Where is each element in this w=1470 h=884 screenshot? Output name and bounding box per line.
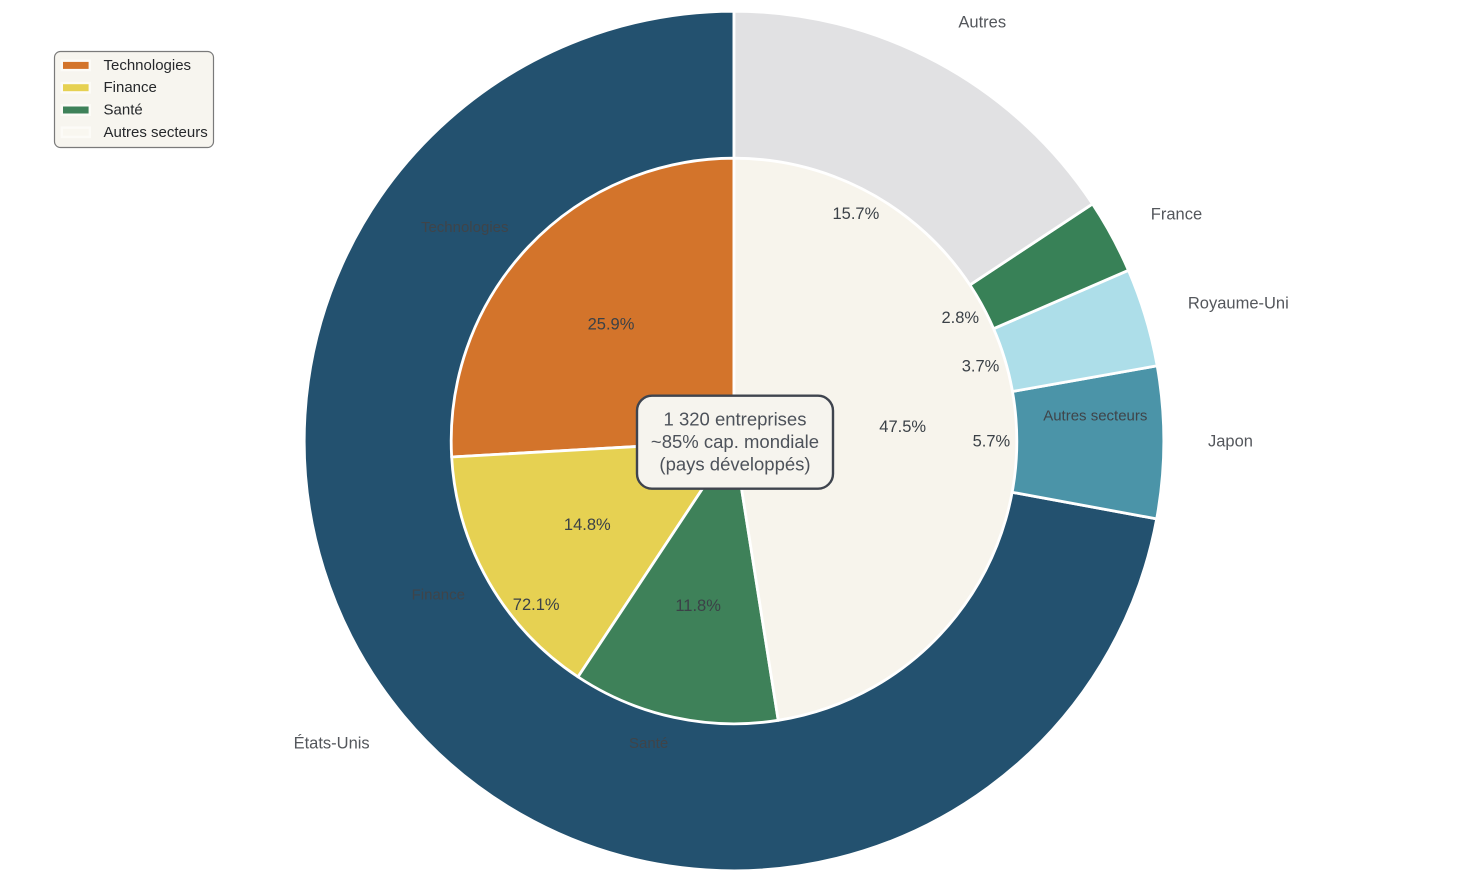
svg-text:Technologies: Technologies	[104, 57, 192, 74]
svg-text:Royaume-Uni: Royaume-Uni	[1188, 295, 1289, 313]
svg-text:Finance: Finance	[412, 587, 465, 604]
svg-text:~85% cap. mondiale: ~85% cap. mondiale	[651, 431, 819, 452]
svg-text:Santé: Santé	[629, 735, 668, 752]
svg-text:72.1%: 72.1%	[513, 596, 560, 614]
svg-text:Autres secteurs: Autres secteurs	[1043, 408, 1147, 425]
svg-text:Finance: Finance	[104, 79, 157, 96]
svg-text:France: France	[1151, 205, 1202, 223]
svg-text:1 320 entreprises: 1 320 entreprises	[664, 409, 807, 430]
svg-text:Autres: Autres	[958, 14, 1006, 32]
svg-text:Technologies: Technologies	[421, 219, 509, 236]
svg-text:3.7%: 3.7%	[962, 357, 1000, 375]
svg-text:(pays développés): (pays développés)	[659, 454, 810, 475]
svg-text:2.8%: 2.8%	[941, 309, 979, 327]
svg-text:États-Unis: États-Unis	[294, 733, 370, 752]
svg-text:Santé: Santé	[104, 102, 143, 119]
svg-text:14.8%: 14.8%	[564, 516, 611, 534]
svg-text:5.7%: 5.7%	[973, 432, 1011, 450]
svg-text:47.5%: 47.5%	[879, 418, 926, 436]
svg-text:15.7%: 15.7%	[833, 205, 880, 223]
svg-text:Japon: Japon	[1208, 433, 1253, 451]
svg-text:11.8%: 11.8%	[675, 597, 721, 615]
svg-text:Autres secteurs: Autres secteurs	[104, 124, 208, 141]
svg-text:25.9%: 25.9%	[588, 315, 635, 333]
